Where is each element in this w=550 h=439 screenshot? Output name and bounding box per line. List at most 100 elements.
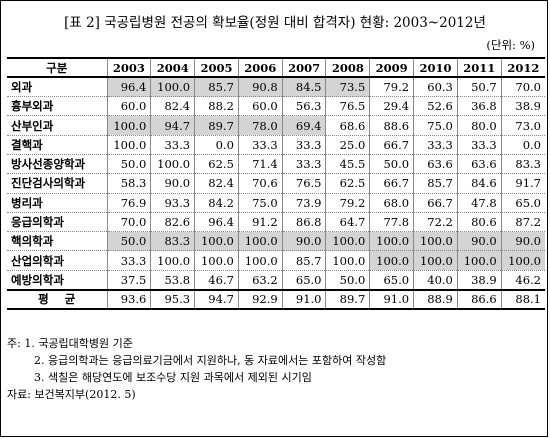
table-cell: 50.0 bbox=[325, 270, 371, 291]
table-cell: 100.0 bbox=[107, 135, 152, 155]
table-cell: 37.5 bbox=[107, 270, 152, 291]
table-cell: 33.3 bbox=[413, 135, 458, 155]
header-row: 구분 2003 2004 2005 2006 2007 2008 2009 2010 2011 20… bbox=[7, 56, 545, 79]
table-cell: 76.5 bbox=[325, 96, 371, 117]
table-cell: 90.0 bbox=[150, 173, 196, 194]
header-year: 2004 bbox=[150, 56, 196, 79]
average-cell: 88.1 bbox=[501, 288, 545, 310]
table-cell: 100.0 bbox=[413, 231, 458, 252]
table-cell: 100.0 bbox=[369, 231, 415, 252]
row-label: 병리과 bbox=[7, 193, 108, 213]
note-1: 주: 1. 국공립대학병원 기준 bbox=[7, 337, 133, 350]
table-cell: 100.0 bbox=[369, 250, 415, 271]
table-cell: 90.0 bbox=[282, 231, 327, 252]
table-cell: 69.4 bbox=[282, 115, 327, 136]
average-cell: 94.7 bbox=[194, 288, 239, 310]
table-cell: 63.6 bbox=[413, 154, 458, 175]
table-cell: 70.0 bbox=[501, 77, 545, 98]
table-cell: 85.7 bbox=[413, 173, 458, 194]
row-label: 외과 bbox=[7, 77, 108, 98]
table-cell: 58.3 bbox=[107, 173, 152, 194]
table-cell: 33.3 bbox=[150, 135, 196, 155]
table-cell: 63.6 bbox=[457, 154, 502, 175]
table-cell: 82.4 bbox=[150, 96, 196, 117]
table-cell: 90.8 bbox=[238, 77, 283, 98]
table-cell: 85.7 bbox=[194, 77, 239, 98]
header-year: 2011 bbox=[457, 56, 502, 79]
notes: 주: 1. 국공립대학병원 기준 2. 응급의학과는 응급의료기금에서 지원하나… bbox=[7, 335, 386, 403]
unit-label: (단위: %) bbox=[486, 38, 535, 52]
table-cell: 46.7 bbox=[194, 270, 239, 291]
header-year: 2007 bbox=[282, 56, 327, 79]
row-label: 응급의학과 bbox=[7, 212, 108, 233]
table-cell: 70.0 bbox=[107, 212, 152, 233]
table-cell: 66.7 bbox=[413, 193, 458, 213]
average-label: 평 균 bbox=[7, 288, 108, 310]
table-row: 응급의학과 70.0 82.6 96.4 91.2 86.8 64.7 77.8 72.2 80.… bbox=[7, 212, 545, 233]
data-table: 구분 2003 2004 2005 2006 2007 2008 2009 2010 2011 20… bbox=[7, 56, 545, 310]
table-cell: 33.3 bbox=[457, 135, 502, 155]
table-cell: 60.0 bbox=[107, 96, 152, 117]
table-cell: 85.7 bbox=[282, 250, 327, 271]
table-cell: 38.9 bbox=[501, 96, 545, 117]
source-note: 자료: 보건복지부(2012. 5) bbox=[7, 388, 136, 401]
table-cell: 100.0 bbox=[194, 250, 239, 271]
table-cell: 77.8 bbox=[369, 212, 415, 233]
row-label: 진단검사의학과 bbox=[7, 173, 108, 194]
table-cell: 94.7 bbox=[150, 115, 196, 136]
table-cell: 89.7 bbox=[194, 115, 239, 136]
table-cell: 68.6 bbox=[325, 115, 371, 136]
table-cell: 80.0 bbox=[457, 115, 502, 136]
table-cell: 70.6 bbox=[238, 173, 283, 194]
table-cell: 66.7 bbox=[369, 135, 415, 155]
table-cell: 33.3 bbox=[282, 154, 327, 175]
table-cell: 33.3 bbox=[107, 250, 152, 271]
table-cell: 62.5 bbox=[194, 154, 239, 175]
row-label: 예방의학과 bbox=[7, 270, 108, 291]
table-row: 병리과 76.9 93.3 84.2 75.0 73.9 79.2 68.0 66.7 47.8 6… bbox=[7, 193, 545, 213]
table-cell: 90.0 bbox=[457, 231, 502, 252]
table-cell: 33.3 bbox=[282, 135, 327, 155]
table-cell: 100.0 bbox=[150, 77, 196, 98]
average-cell: 93.6 bbox=[107, 288, 152, 310]
average-cell: 92.9 bbox=[238, 288, 283, 310]
table-cell: 29.4 bbox=[369, 96, 415, 117]
table-cell: 46.2 bbox=[501, 270, 545, 291]
table-cell: 80.6 bbox=[457, 212, 502, 233]
table-row: 핵의학과 50.0 83.3 100.0 100.0 90.0 100.0 100.0 100.… bbox=[7, 231, 545, 252]
table-cell: 25.0 bbox=[325, 135, 371, 155]
table-cell: 86.8 bbox=[282, 212, 327, 233]
table-cell: 91.7 bbox=[501, 173, 545, 194]
table-row: 흉부외과 60.0 82.4 88.2 60.0 56.3 76.5 29.4 52.6 36.8… bbox=[7, 96, 545, 117]
table-cell: 100.0 bbox=[501, 250, 545, 271]
table-cell: 75.0 bbox=[413, 115, 458, 136]
table-cell: 88.6 bbox=[369, 115, 415, 136]
table-cell: 65.0 bbox=[369, 270, 415, 291]
header-year: 2006 bbox=[238, 56, 283, 79]
table-cell: 65.0 bbox=[501, 193, 545, 213]
table-cell: 100.0 bbox=[325, 231, 371, 252]
table-cell: 100.0 bbox=[150, 250, 196, 271]
table-cell: 78.0 bbox=[238, 115, 283, 136]
table-cell: 100.0 bbox=[238, 231, 283, 252]
table-cell: 64.7 bbox=[325, 212, 371, 233]
average-cell: 88.9 bbox=[413, 288, 458, 310]
table-cell: 75.0 bbox=[238, 193, 283, 213]
average-cell: 95.3 bbox=[150, 288, 196, 310]
table-cell: 100.0 bbox=[457, 250, 502, 271]
table-cell: 66.7 bbox=[369, 173, 415, 194]
table-cell: 84.2 bbox=[194, 193, 239, 213]
header-year: 2009 bbox=[369, 56, 415, 79]
header-year: 2012 bbox=[501, 56, 545, 79]
average-row: 평 균 93.6 95.3 94.7 92.9 91.0 89.7 91.0 88.9 86.6 8… bbox=[7, 288, 545, 310]
table-row: 결핵과 100.0 33.3 0.0 33.3 33.3 25.0 66.7 33.3 33.3 0… bbox=[7, 135, 545, 155]
table-cell: 84.5 bbox=[282, 77, 327, 98]
table-cell: 76.5 bbox=[282, 173, 327, 194]
table-cell: 73.9 bbox=[282, 193, 327, 213]
table-cell: 50.0 bbox=[107, 154, 152, 175]
table-cell: 65.0 bbox=[282, 270, 327, 291]
table-cell: 68.0 bbox=[369, 193, 415, 213]
table-cell: 90.0 bbox=[501, 231, 545, 252]
table-cell: 0.0 bbox=[501, 135, 545, 155]
row-label: 산부인과 bbox=[7, 115, 108, 136]
